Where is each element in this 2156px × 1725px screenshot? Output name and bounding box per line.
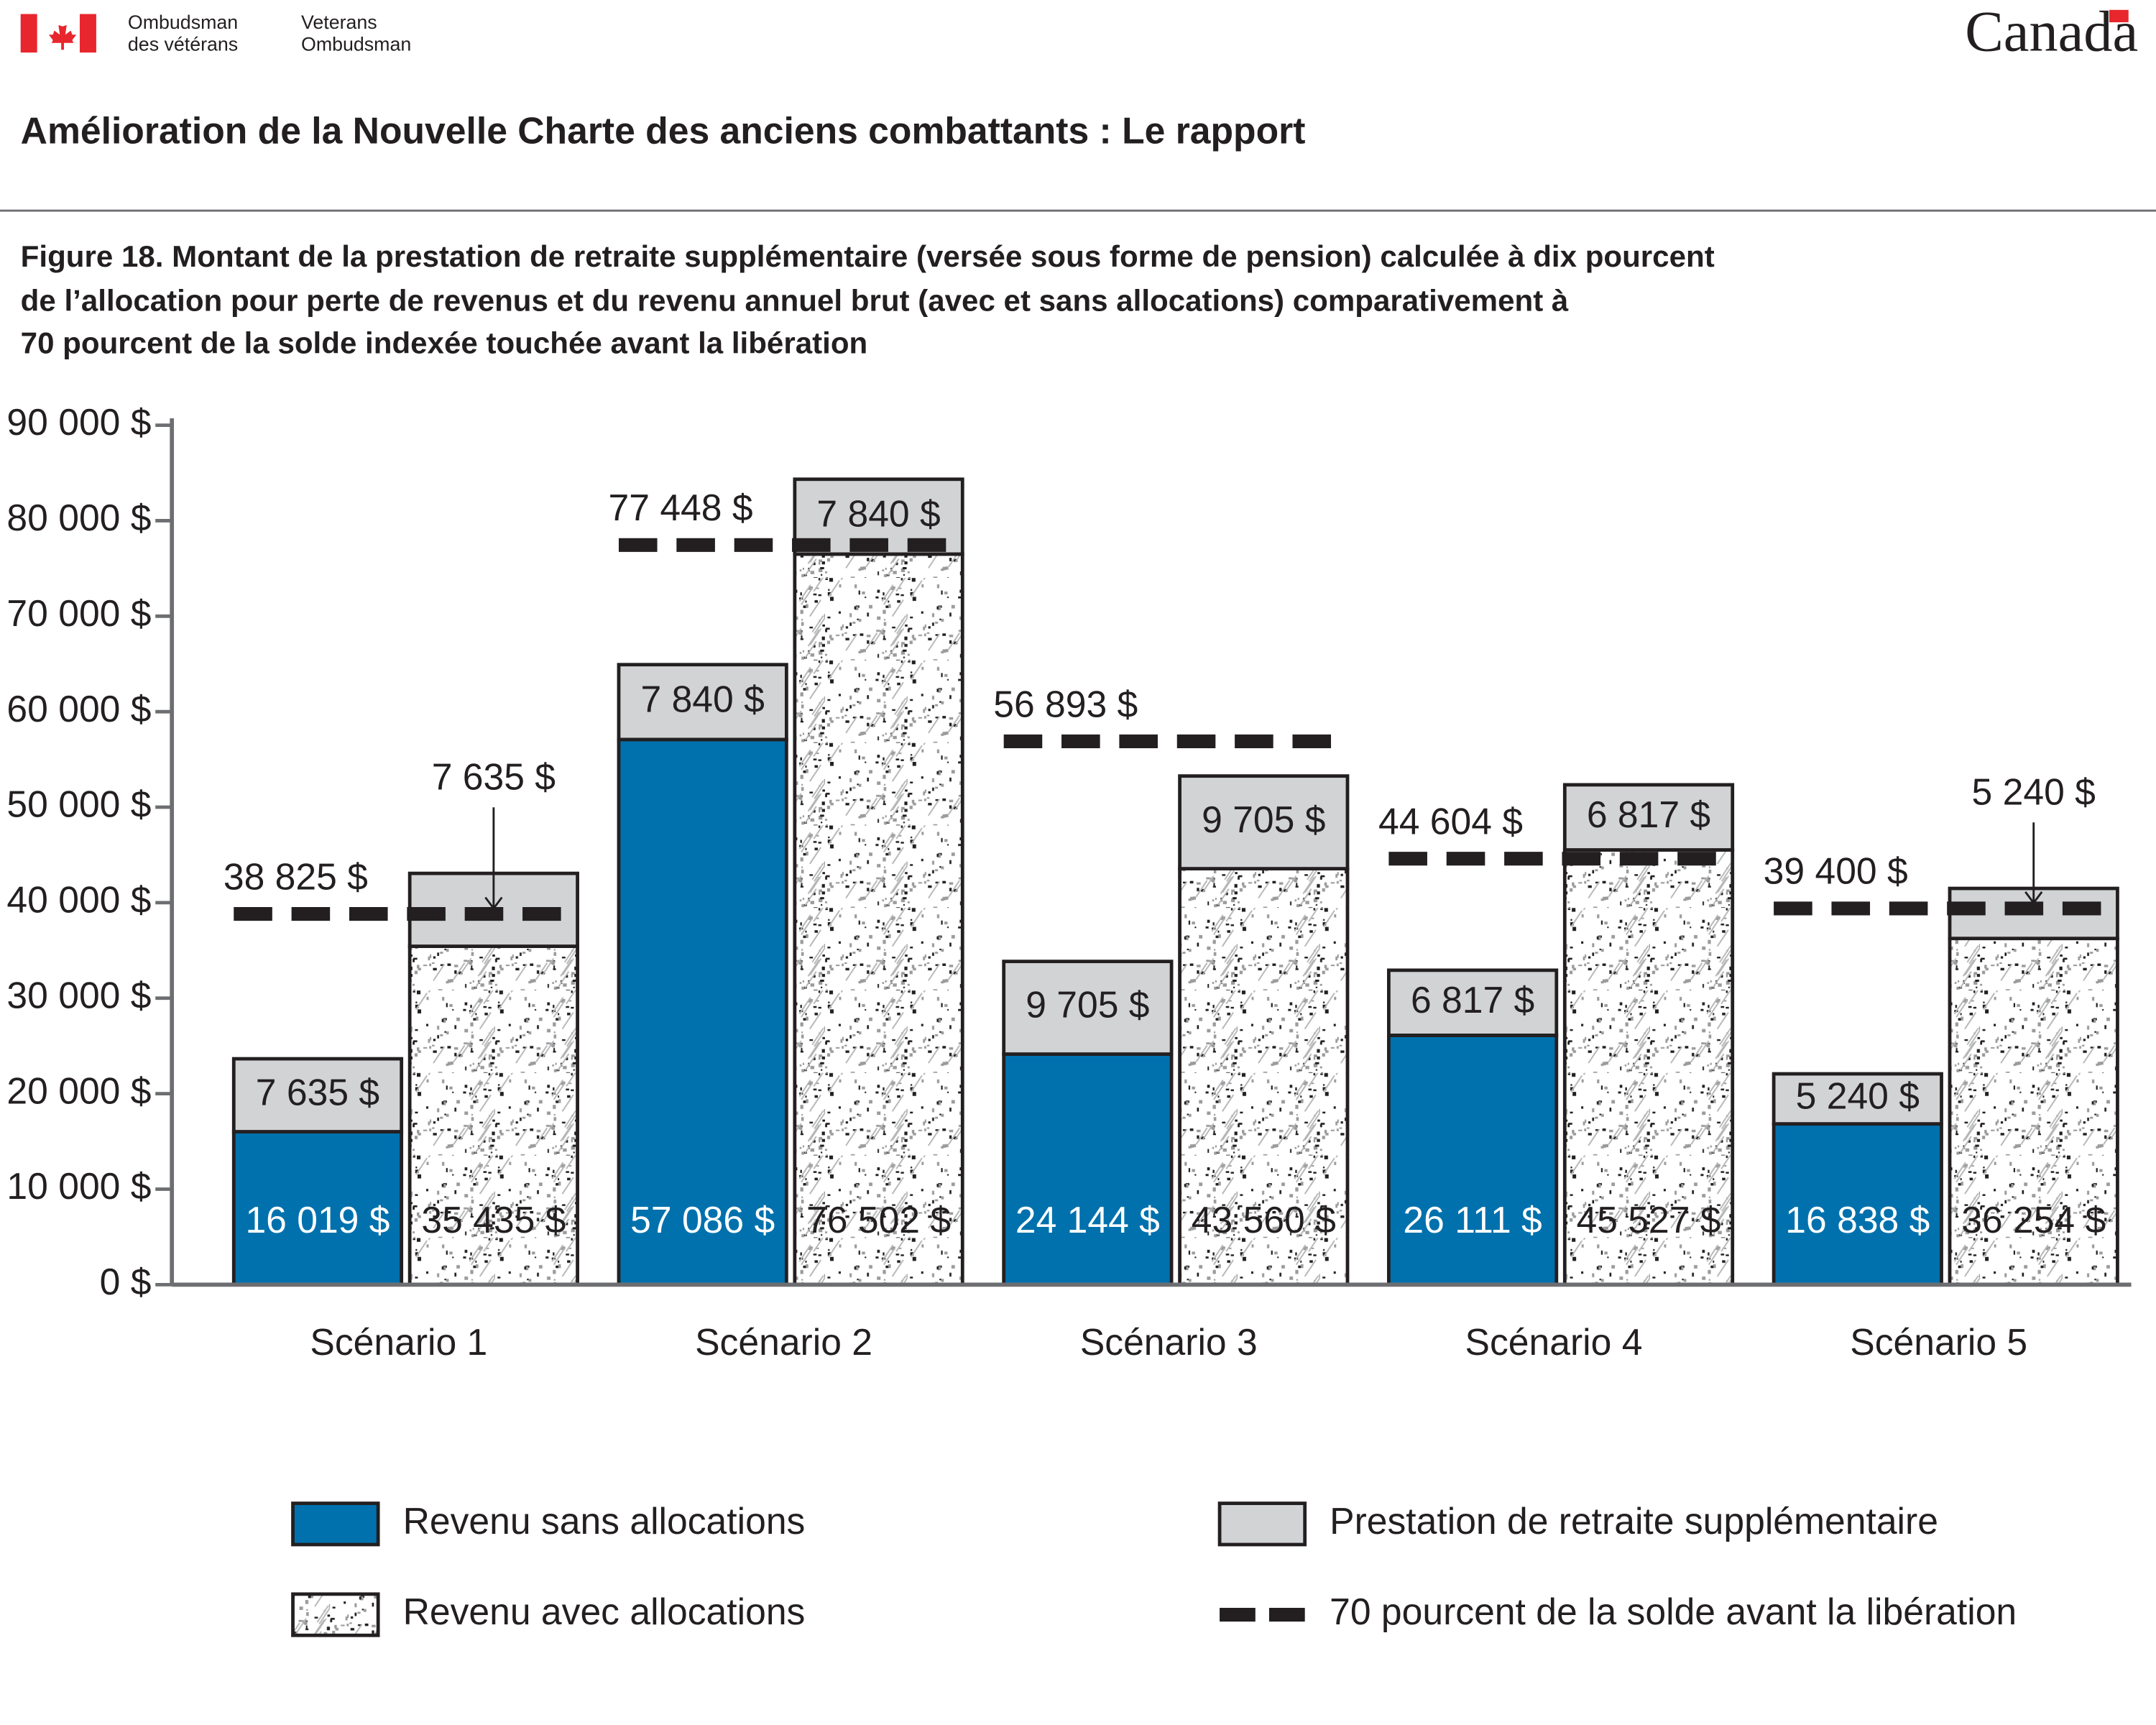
chart-title: Figure 18. Montant de la prestation de r…: [21, 239, 1715, 273]
bar-segment: [1772, 1072, 1943, 1126]
x-tick-label: Scénario 4: [1465, 1321, 1643, 1363]
value-label: 9 705 $: [1202, 799, 1325, 840]
y-tick-label: 40 000 $: [6, 879, 151, 921]
line-label: 56 893 $: [993, 683, 1138, 724]
value-label: 57 086 $: [630, 1199, 775, 1241]
bar: [1002, 1052, 1174, 1287]
bar: [1562, 848, 1735, 1287]
bar-segment: [1002, 960, 1174, 1056]
legend-swatch: [291, 1592, 380, 1637]
bar-segment: [231, 1057, 404, 1133]
value-label: 5 240 $: [1972, 771, 2096, 813]
maple-leaf: [48, 19, 77, 50]
value-label: 9 705 $: [1026, 984, 1149, 1026]
bar: [793, 552, 964, 1287]
bar-segment: [1178, 774, 1350, 871]
value-label: 7 840 $: [641, 678, 765, 719]
legend-swatch: [291, 1501, 380, 1547]
header: Ombudsman des vétérans Veterans Ombudsma…: [0, 0, 2156, 212]
bar-segment: [1562, 783, 1735, 852]
value-label: 35 435 $: [421, 1199, 566, 1241]
y-tick-label: 10 000 $: [6, 1165, 151, 1207]
bar-segment: [617, 663, 788, 742]
logo-text: Veterans: [301, 12, 377, 33]
bar: [1178, 867, 1350, 1287]
legend-label: Revenu avec allocations: [403, 1591, 806, 1632]
line-label: 77 448 $: [609, 487, 753, 528]
y-tick-label: 90 000 $: [6, 401, 151, 443]
bar: [1387, 1034, 1559, 1287]
value-label: 16 019 $: [245, 1199, 390, 1241]
bar: [617, 737, 788, 1287]
value-label: 76 502 $: [806, 1199, 951, 1241]
x-tick-label: Scénario 5: [1850, 1321, 2027, 1363]
flag-band: [20, 14, 37, 53]
value-label: 24 144 $: [1015, 1199, 1160, 1241]
y-tick-label: 60 000 $: [6, 688, 151, 730]
value-label: 16 838 $: [1785, 1199, 1930, 1241]
y-tick-label: 30 000 $: [6, 974, 151, 1016]
y-tick-label: 0 $: [100, 1261, 152, 1302]
line-label: 38 825 $: [224, 855, 368, 897]
bar: [1948, 937, 2119, 1287]
wordmark-flag: [2109, 9, 2129, 22]
value-label: 5 240 $: [1796, 1075, 1920, 1116]
legend-label: Prestation de retraite supplémentaire: [1330, 1500, 1938, 1542]
line-label: 39 400 $: [1764, 850, 1908, 892]
x-tick-label: Scénario 2: [695, 1321, 872, 1363]
y-tick-label: 20 000 $: [6, 1070, 151, 1111]
chart-title: de l’allocation pour perte de revenus et…: [21, 283, 1569, 317]
value-label: 43 560 $: [1192, 1199, 1336, 1241]
wordmark: Canada: [1965, 0, 2138, 63]
value-label: 45 527 $: [1576, 1199, 1720, 1241]
line-label: 44 604 $: [1378, 801, 1523, 842]
page-title: Amélioration de la Nouvelle Charte des a…: [21, 110, 1306, 152]
bar-segment: [1387, 968, 1559, 1037]
bar: [231, 1130, 404, 1287]
y-tick-label: 80 000 $: [6, 497, 151, 538]
y-tick-label: 70 000 $: [6, 592, 151, 634]
value-label: 26 111 $: [1403, 1199, 1542, 1241]
logo-text: Ombudsman: [128, 12, 238, 33]
value-label: 7 635 $: [432, 756, 556, 798]
logo-text: Ombudsman: [301, 34, 411, 55]
legend-label: Revenu sans allocations: [403, 1500, 806, 1542]
value-label: 6 817 $: [1587, 794, 1710, 835]
value-label: 36 254 $: [1961, 1199, 2106, 1241]
flag-band: [79, 14, 96, 53]
y-tick-label: 50 000 $: [6, 783, 151, 825]
logo-text: des vétérans: [128, 34, 238, 55]
x-tick-label: Scénario 3: [1080, 1321, 1258, 1363]
chart-title: 70 pourcent de la solde indexée touchée …: [21, 326, 868, 360]
value-label: 6 817 $: [1411, 979, 1534, 1021]
value-label: 7 635 $: [256, 1071, 379, 1113]
x-tick-label: Scénario 1: [310, 1321, 487, 1363]
legend-label: 70 pourcent de la solde avant la libérat…: [1330, 1591, 2017, 1632]
legend-swatch: [1217, 1501, 1307, 1547]
value-label: 7 840 $: [816, 492, 940, 534]
